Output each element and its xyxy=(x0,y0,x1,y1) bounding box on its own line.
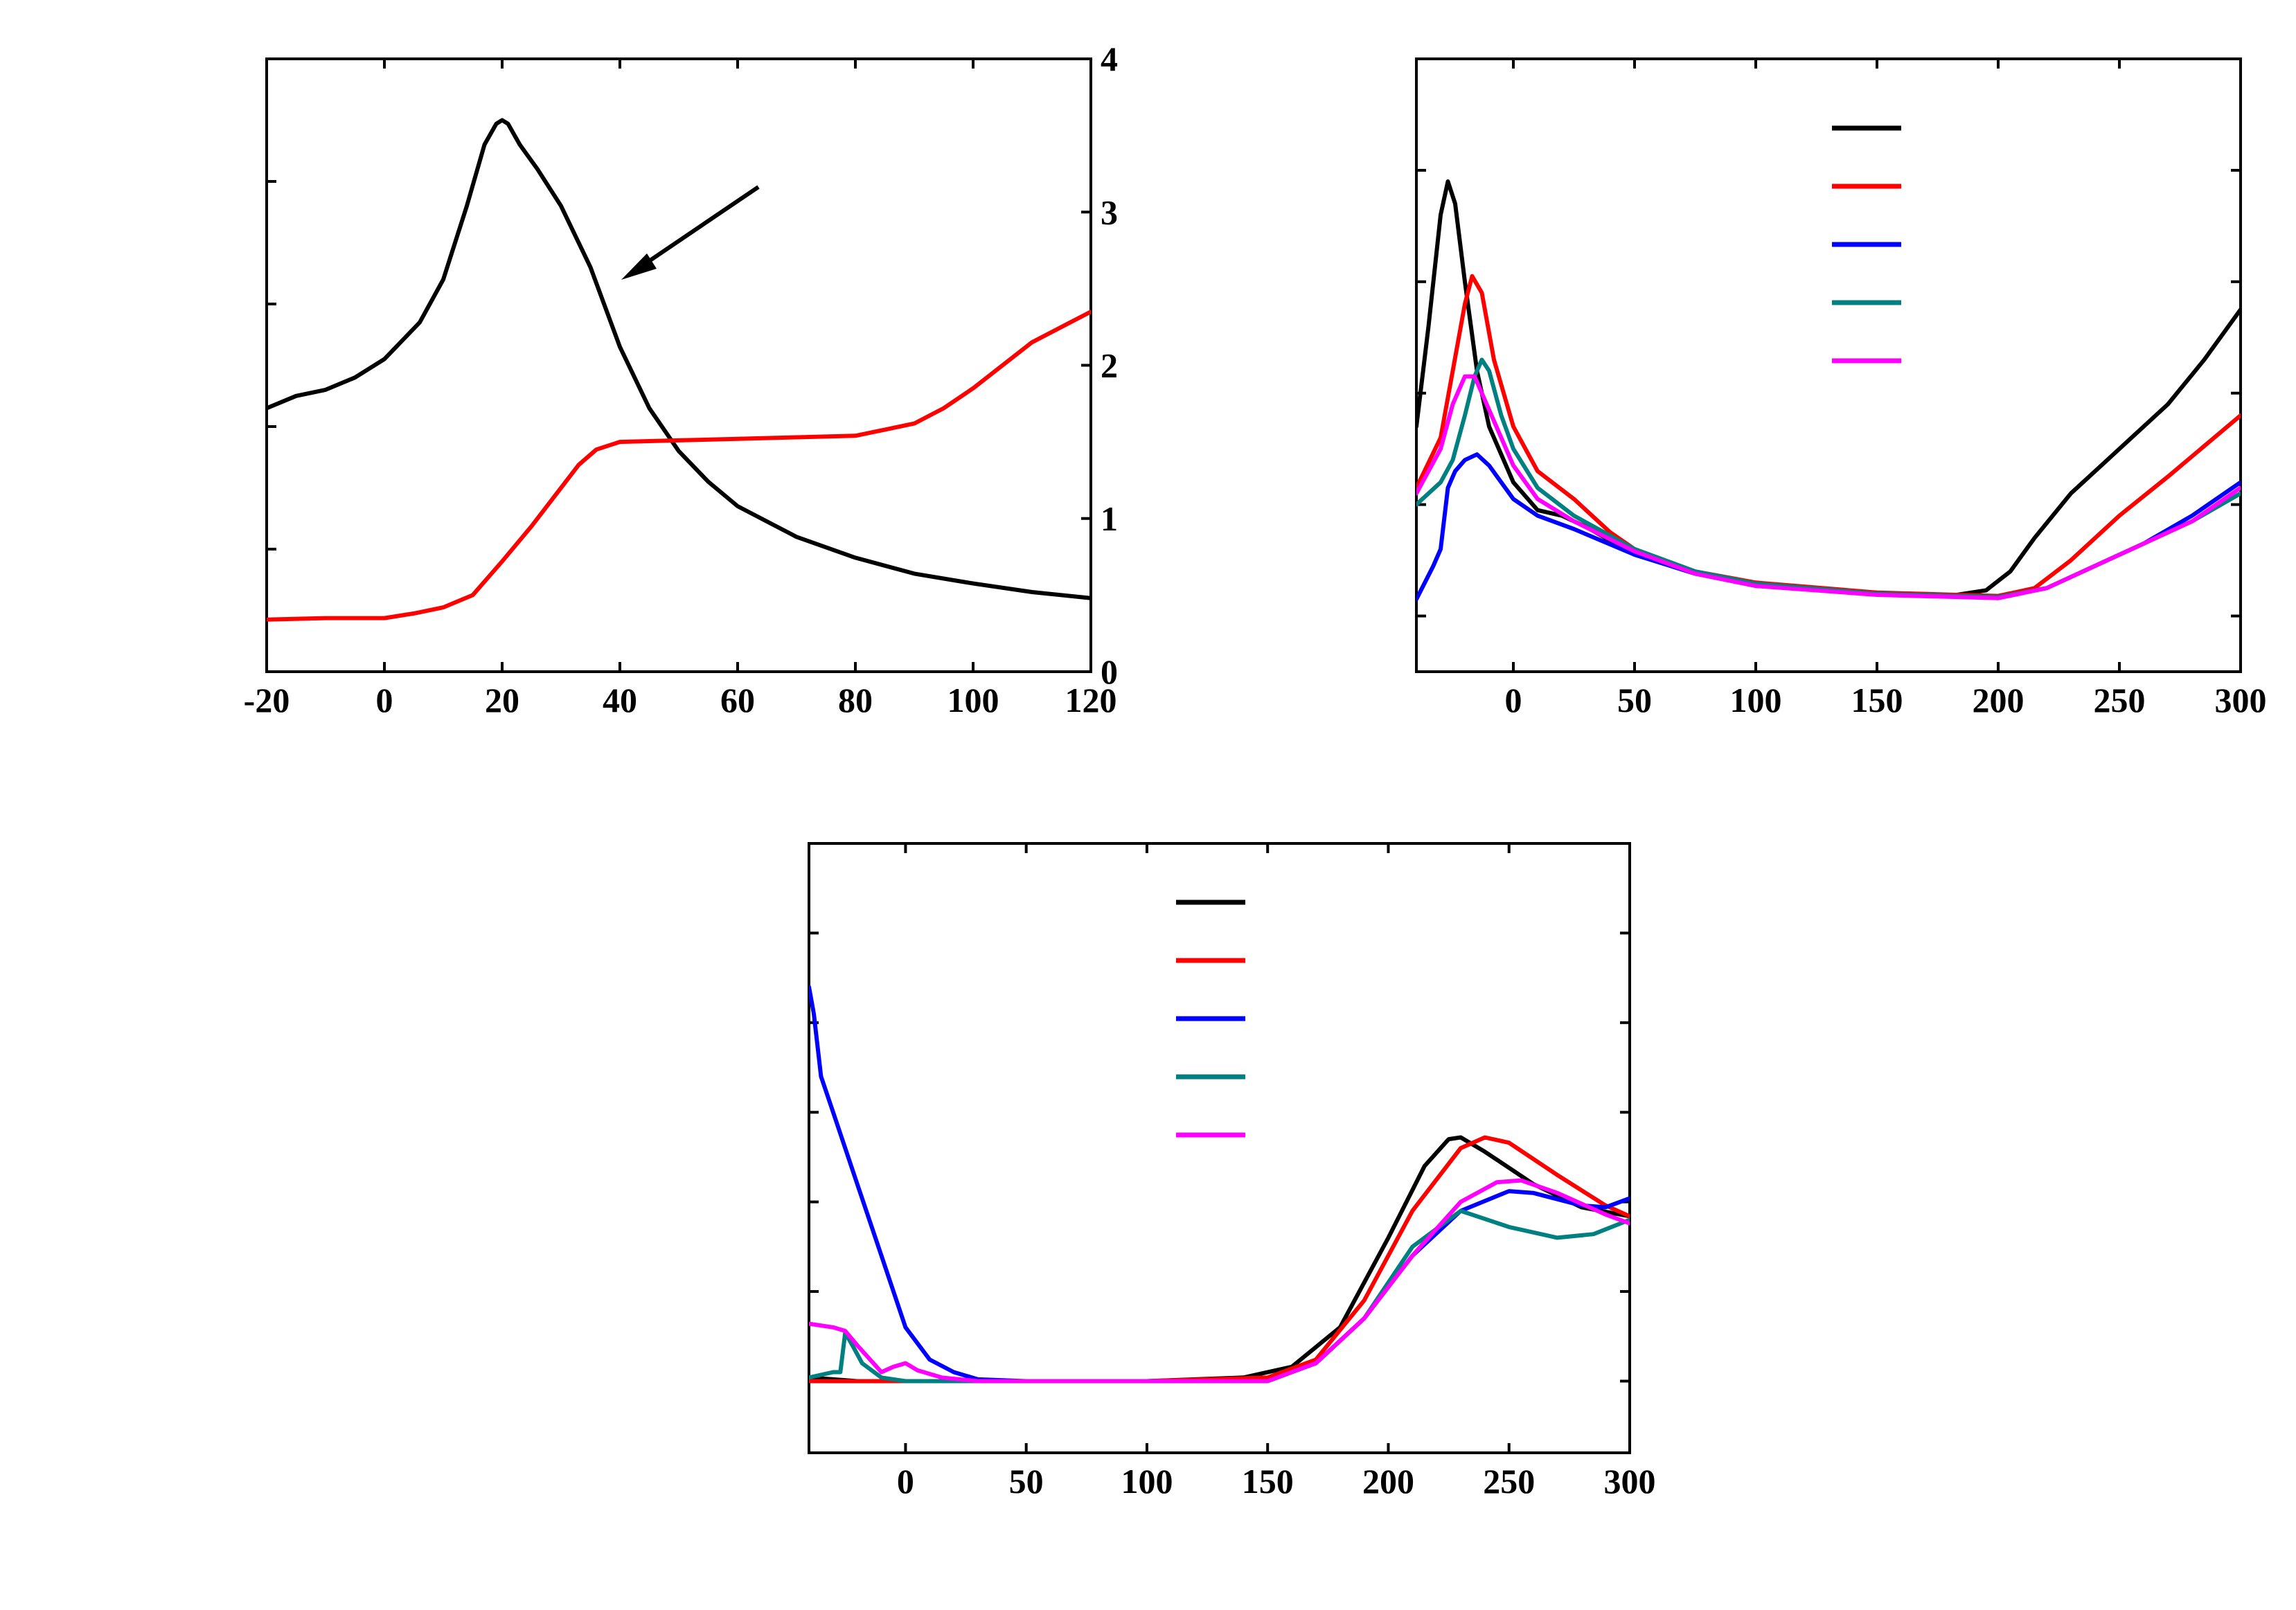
series-group xyxy=(1416,179,2241,602)
chart-panel-c: 0 50 100 150 200 250 300 xyxy=(808,842,1656,1501)
series-line-x-3 xyxy=(1416,452,2241,602)
x-tick-label: 120 xyxy=(1065,681,1117,719)
series-line-dielectric-constant xyxy=(267,118,1091,600)
x-tick-label: 50 xyxy=(1617,681,1652,719)
series-line-x-1 xyxy=(1416,179,2241,598)
series-group xyxy=(267,118,1091,622)
x-tick-label: 250 xyxy=(2094,681,2146,719)
x-tick-label: 100 xyxy=(1121,1462,1173,1501)
plot-frame xyxy=(1415,57,2242,673)
x-tick-label: 0 xyxy=(897,1462,914,1501)
series-line-x-2 xyxy=(1416,274,2241,598)
plot-frame xyxy=(808,842,1631,1454)
y2-tick-label: 2 xyxy=(1101,346,1118,385)
x-tick-label: 20 xyxy=(485,681,519,719)
x-tick-label: 150 xyxy=(1242,1462,1294,1501)
x-tick-label: 100 xyxy=(1730,681,1782,719)
series-line-x-4 xyxy=(1416,357,2241,600)
series-line-x-5 xyxy=(809,1178,1630,1384)
plot-frame xyxy=(265,57,1092,673)
chart-panel-b: 0 50 100 150 200 250 300 xyxy=(1415,57,2267,719)
x-tick-label: 50 xyxy=(1009,1462,1044,1501)
x-tick-label: -20 xyxy=(244,681,290,719)
series-line-x-3 xyxy=(809,985,1630,1384)
x-tick-label: 100 xyxy=(947,681,999,719)
annotation-arrow xyxy=(634,185,760,272)
x-tick-label: 200 xyxy=(1973,681,2024,719)
y2-tick-label: 4 xyxy=(1101,39,1118,78)
y2-tick-label: 1 xyxy=(1101,499,1118,538)
x-tick-label: 0 xyxy=(376,681,393,719)
x-tick-label: 200 xyxy=(1362,1462,1414,1501)
series-line-dielectric-loss xyxy=(267,310,1091,622)
x-tick-label: 60 xyxy=(720,681,755,719)
series-line-x-2 xyxy=(809,1135,1630,1384)
series-line-x-1 xyxy=(809,1135,1630,1384)
series-group xyxy=(809,985,1630,1384)
x-tick-label: 40 xyxy=(603,681,637,719)
x-tick-label: 300 xyxy=(1604,1462,1656,1501)
series-line-x-4 xyxy=(809,1208,1630,1384)
series-line-x-5 xyxy=(1416,374,2241,600)
x-tick-label: 150 xyxy=(1851,681,1903,719)
x-tick-label: 0 xyxy=(1505,681,1522,719)
y2-tick-label: 3 xyxy=(1101,193,1118,231)
x-tick-label: 300 xyxy=(2215,681,2267,719)
x-tick-label: 250 xyxy=(1483,1462,1535,1501)
annotation-arrow-head xyxy=(621,253,657,280)
y2-tick-label: 0 xyxy=(1101,652,1118,691)
x-tick-label: 80 xyxy=(838,681,873,719)
